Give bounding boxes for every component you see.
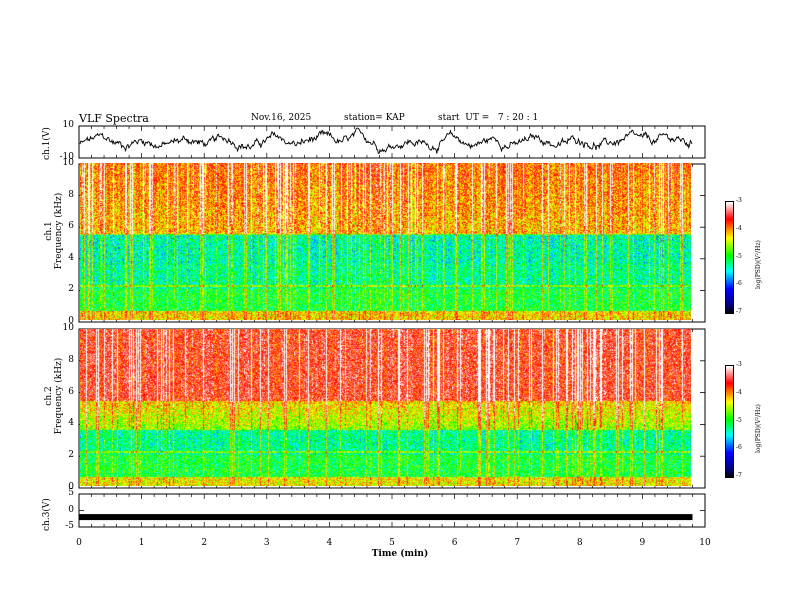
colorbar-tick-label: -5 xyxy=(736,416,742,424)
station-label: station= KAP xyxy=(344,113,405,123)
colorbar-tick-label: -6 xyxy=(736,280,742,288)
colorbar-tick-label: -3 xyxy=(736,197,742,204)
x-tick-label: 9 xyxy=(639,538,646,548)
ch3-waveform-line xyxy=(79,514,693,521)
ch1-colorbar xyxy=(725,201,734,314)
ch1-waveform-ytick-label: 10 xyxy=(62,120,74,130)
ch2-spectrogram-ytick-label: 0 xyxy=(68,482,74,492)
ch2-spectrogram-ytick-label: 2 xyxy=(68,450,74,461)
ch2-spectrogram-ytick-label: 6 xyxy=(68,386,74,397)
ch2-colorbar xyxy=(725,365,734,478)
ch3-waveform-ytick-label: 0 xyxy=(68,504,74,515)
ch2-spectrogram-ytick-label: 4 xyxy=(68,418,74,429)
x-tick-label: 6 xyxy=(451,538,458,548)
colorbar-tick-label: -3 xyxy=(736,361,742,368)
colorbar-label: log(PSD)(V²/Hz) xyxy=(755,404,762,453)
start-time-label: start UT = 7 : 20 : 1 xyxy=(438,113,539,123)
ch3-waveform-ytick-label: 5 xyxy=(68,488,74,498)
colorbar-tick-label: -5 xyxy=(736,252,742,260)
ch1-waveform-ytick-label: -10 xyxy=(59,152,75,162)
x-tick-label: 7 xyxy=(514,538,521,548)
x-tick-label: 3 xyxy=(263,538,270,548)
x-axis-label: Time (min) xyxy=(371,549,429,559)
x-tick-label: 2 xyxy=(201,538,208,548)
colorbar-tick-label: -4 xyxy=(736,388,742,396)
x-tick-label: 5 xyxy=(389,538,395,548)
ch1-spectrogram-ytick-label: 2 xyxy=(68,284,74,295)
ch2-spectrogram xyxy=(80,329,691,486)
colorbar-tick-label: -7 xyxy=(736,472,742,479)
ch1-spectrogram-ytick-label: 6 xyxy=(68,221,74,232)
x-tick-label: 4 xyxy=(326,538,333,548)
x-tick-label: 8 xyxy=(576,538,583,548)
ch2-spectrogram-ytick-label: 10 xyxy=(62,323,74,333)
ch1-spectrogram-ytick-label: 10 xyxy=(62,158,74,168)
ch1-spectrogram-ytick-label: 0 xyxy=(68,316,74,326)
x-tick-label: 0 xyxy=(76,538,82,548)
colorbar-tick-label: -6 xyxy=(736,444,742,452)
ch1-spectrogram-ytick-label: 8 xyxy=(68,189,74,200)
colorbar-label: log(PSD)(V²/Hz) xyxy=(755,240,762,289)
ch1-spectrogram-ytick-label: 4 xyxy=(68,252,74,263)
figure-title: VLF Spectra xyxy=(79,112,149,125)
ch2-spectrogram-ytick-label: 8 xyxy=(68,354,74,365)
ch3-waveform-ytick-label: -5 xyxy=(65,521,74,531)
colorbar-tick-label: -4 xyxy=(736,224,742,232)
ch1-waveform-line xyxy=(79,127,693,155)
date-label: Nov.16, 2025 xyxy=(251,113,312,123)
ch1-spectrogram xyxy=(80,163,691,320)
x-tick-label: 10 xyxy=(699,538,711,548)
x-tick-label: 1 xyxy=(138,538,145,548)
colorbar-tick-label: -7 xyxy=(736,308,742,315)
